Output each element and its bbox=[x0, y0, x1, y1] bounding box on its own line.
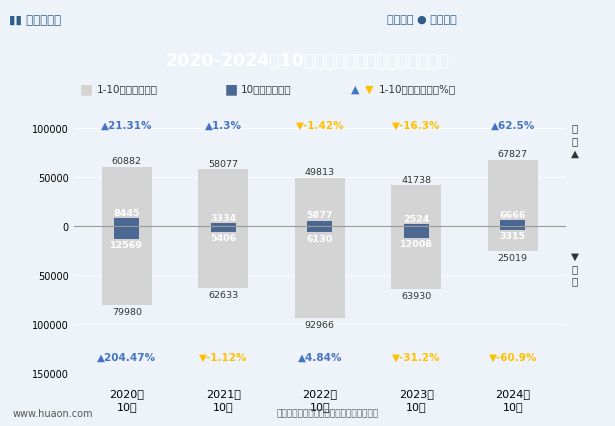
Text: 资料来源：中国海关；华经产业研究院整理: 资料来源：中国海关；华经产业研究院整理 bbox=[277, 409, 379, 418]
Bar bbox=[403, 225, 429, 227]
Text: 8445: 8445 bbox=[114, 208, 140, 217]
Text: www.huaon.com: www.huaon.com bbox=[12, 408, 93, 418]
Bar bbox=[308, 221, 332, 227]
Bar bbox=[500, 220, 525, 227]
Text: 出
口
▲: 出 口 ▲ bbox=[571, 123, 579, 158]
Bar bbox=[488, 227, 538, 251]
Text: 2524: 2524 bbox=[403, 214, 429, 223]
Bar bbox=[391, 186, 442, 227]
Text: 12569: 12569 bbox=[110, 240, 143, 249]
Text: 6666: 6666 bbox=[499, 210, 526, 219]
Text: ▼-1.42%: ▼-1.42% bbox=[295, 120, 344, 130]
Text: 6130: 6130 bbox=[307, 234, 333, 243]
Bar bbox=[488, 161, 538, 227]
Text: ▲1.3%: ▲1.3% bbox=[205, 120, 242, 130]
Text: 5877: 5877 bbox=[306, 211, 333, 220]
Text: 2020-2024年10月马鞍山综合保税区进、出口额: 2020-2024年10月马鞍山综合保税区进、出口额 bbox=[165, 52, 450, 69]
Text: 92966: 92966 bbox=[305, 320, 335, 329]
Text: ▼-60.9%: ▼-60.9% bbox=[488, 352, 537, 362]
Bar bbox=[403, 227, 429, 239]
Text: ▼-16.3%: ▼-16.3% bbox=[392, 120, 440, 130]
Bar bbox=[198, 170, 248, 227]
Bar bbox=[211, 224, 236, 227]
Text: 3334: 3334 bbox=[210, 213, 236, 222]
Bar bbox=[295, 227, 345, 318]
Text: ▼-31.2%: ▼-31.2% bbox=[392, 352, 440, 362]
Text: ▼: ▼ bbox=[365, 84, 373, 95]
Text: 5406: 5406 bbox=[210, 233, 236, 242]
Text: ▲21.31%: ▲21.31% bbox=[101, 120, 153, 130]
Text: ▼
进
口: ▼ 进 口 bbox=[571, 251, 579, 286]
Text: 25019: 25019 bbox=[498, 253, 528, 262]
Text: 58077: 58077 bbox=[208, 159, 239, 168]
Text: 60882: 60882 bbox=[112, 157, 142, 166]
Bar bbox=[500, 227, 525, 230]
Text: ■: ■ bbox=[224, 83, 237, 96]
Text: 41738: 41738 bbox=[401, 176, 431, 184]
Text: 1-10月（万美元）: 1-10月（万美元） bbox=[97, 84, 157, 95]
Text: 63930: 63930 bbox=[401, 291, 431, 300]
Bar bbox=[101, 167, 152, 227]
Text: 67827: 67827 bbox=[498, 150, 528, 159]
Text: 3315: 3315 bbox=[499, 231, 526, 240]
Text: ▲62.5%: ▲62.5% bbox=[491, 120, 535, 130]
Bar bbox=[295, 178, 345, 227]
Text: ▲4.84%: ▲4.84% bbox=[298, 352, 342, 362]
Bar bbox=[114, 227, 140, 239]
Text: ▲: ▲ bbox=[351, 84, 359, 95]
Bar bbox=[391, 227, 442, 289]
Text: 62633: 62633 bbox=[208, 290, 239, 299]
Text: ▲204.47%: ▲204.47% bbox=[97, 352, 156, 362]
Text: 专业严谨 ● 客观科学: 专业严谨 ● 客观科学 bbox=[387, 15, 457, 26]
Text: 1-10月同比增速（%）: 1-10月同比增速（%） bbox=[379, 84, 456, 95]
Bar bbox=[198, 227, 248, 288]
Bar bbox=[211, 227, 236, 232]
Text: 12008: 12008 bbox=[400, 240, 433, 249]
Text: 10月（万美元）: 10月（万美元） bbox=[241, 84, 292, 95]
Bar bbox=[114, 219, 140, 227]
Text: ■: ■ bbox=[80, 83, 93, 96]
Text: ▮▮ 华经情报网: ▮▮ 华经情报网 bbox=[9, 14, 62, 27]
Text: 49813: 49813 bbox=[305, 167, 335, 176]
Text: ▼-1.12%: ▼-1.12% bbox=[199, 352, 248, 362]
Bar bbox=[308, 227, 332, 233]
Bar bbox=[101, 227, 152, 305]
Text: 79980: 79980 bbox=[112, 307, 142, 316]
